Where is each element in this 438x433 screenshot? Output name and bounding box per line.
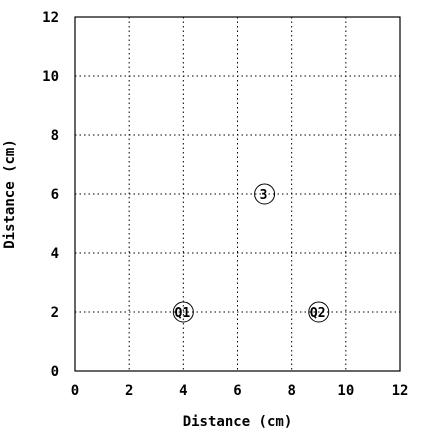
y-axis-ticks: 0 2 4 6 8 10 12 <box>42 10 59 380</box>
x-tick-label: 8 <box>287 383 295 399</box>
point-marker <box>254 183 276 205</box>
x-tick-label: 12 <box>392 383 409 399</box>
data-point: Q2 <box>308 301 330 323</box>
point-label: Q2 <box>310 306 326 321</box>
x-tick-label: 6 <box>233 383 241 399</box>
data-point: 3 <box>254 183 276 205</box>
x-axis-ticks: 0 2 4 6 8 10 12 <box>71 383 409 399</box>
grid <box>75 17 400 371</box>
y-tick-label: 10 <box>42 69 59 85</box>
y-tick-label: 2 <box>51 305 59 321</box>
x-tick-label: 10 <box>337 383 354 399</box>
x-tick-label: 4 <box>179 383 187 399</box>
x-axis-label: Distance (cm) <box>183 414 293 430</box>
x-tick-label: 0 <box>71 383 79 399</box>
point-marker <box>172 301 194 323</box>
y-tick-label: 4 <box>51 246 59 262</box>
point-label: Q1 <box>175 306 191 321</box>
y-axis-label: Distance (cm) <box>2 139 18 249</box>
y-tick-label: 6 <box>51 187 59 203</box>
y-tick-label: 8 <box>51 128 59 144</box>
point-label: 3 <box>260 188 268 203</box>
data-point: Q1 <box>172 301 194 323</box>
x-tick-label: 2 <box>125 383 133 399</box>
y-tick-label: 0 <box>51 364 59 380</box>
y-tick-label: 12 <box>42 10 59 26</box>
point-marker <box>308 301 330 323</box>
data-points: Q1 Q2 3 <box>172 183 330 323</box>
plot-frame <box>74 16 401 372</box>
